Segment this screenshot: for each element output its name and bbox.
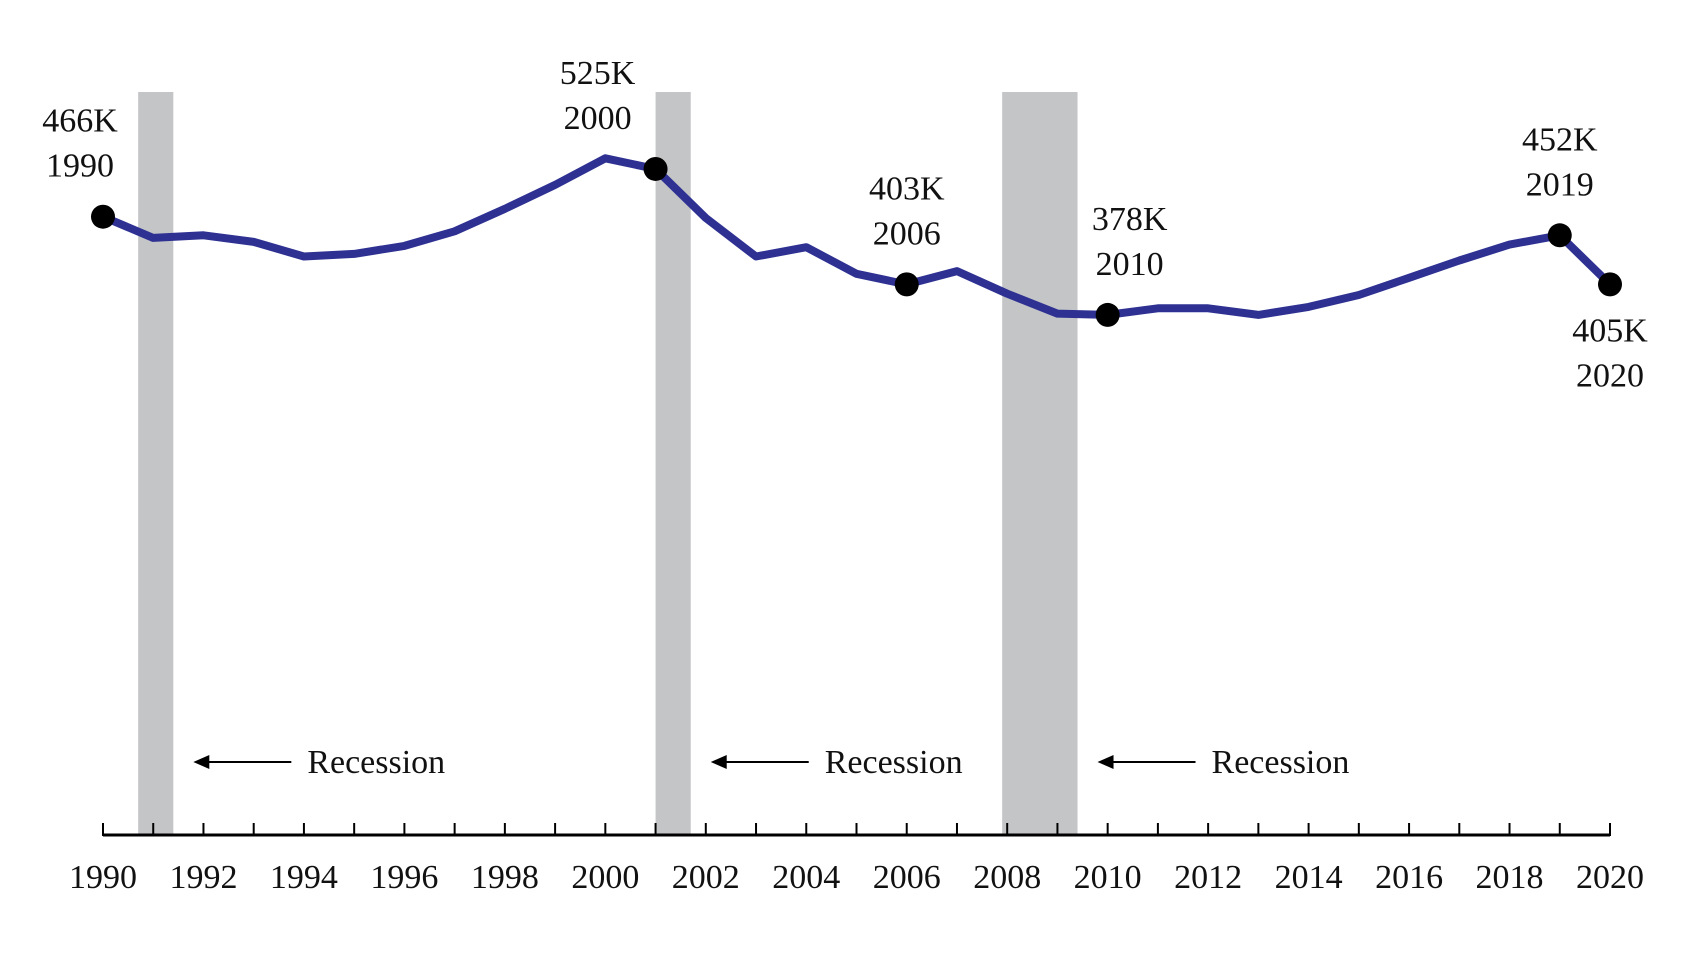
callout-layer: 466K 1990 525K 2000 403K 2006 378K 2010 452K 2019… (42, 55, 1648, 394)
x-tick-label: 2010 (1074, 859, 1142, 896)
highlight-layer (91, 156, 1622, 327)
callout-year: 2006 (873, 215, 941, 252)
recession-band (138, 92, 174, 835)
recession-arrow-head (193, 755, 210, 769)
callout-value: 403K (869, 170, 945, 207)
x-tick-label: 2018 (1476, 859, 1544, 896)
x-axis: 1990 1992 1994 1996 1998 2000 2002 2004 2006 2008… (69, 823, 1644, 896)
callout-year: 2019 (1526, 166, 1594, 203)
highlight-marker (91, 204, 115, 229)
recession-label: Recession (825, 744, 963, 781)
x-tick-label: 2020 (1576, 859, 1644, 896)
x-tick-label: 1994 (270, 859, 338, 896)
x-tick-label: 2002 (672, 859, 740, 896)
x-tick-label: 2000 (571, 859, 639, 896)
callout-value: 466K (42, 103, 118, 140)
recession-label: Recession (1212, 744, 1350, 781)
highlight-marker (894, 272, 919, 297)
x-tick-label: 1990 (69, 859, 137, 896)
callout-value: 405K (1572, 312, 1648, 349)
callout-year: 2020 (1576, 357, 1644, 394)
x-tick-label: 2006 (873, 859, 941, 896)
callout-value: 452K (1522, 121, 1598, 158)
highlight-marker (1547, 223, 1572, 248)
recession-arrow-head (1097, 755, 1114, 769)
highlight-marker (1095, 302, 1120, 327)
x-tick-label: 1996 (370, 859, 438, 896)
series-line (99, 154, 1614, 319)
highlight-marker (643, 156, 668, 181)
x-tick-label: 2008 (973, 859, 1041, 896)
recession-label: Recession (307, 744, 445, 781)
x-tick-label: 2004 (772, 859, 840, 896)
series-layer (99, 154, 1614, 319)
x-tick-label: 2012 (1174, 859, 1242, 896)
x-tick-label: 2016 (1375, 859, 1443, 896)
recession-band (1002, 92, 1078, 835)
callout-year: 2010 (1096, 246, 1164, 283)
highlight-marker (1598, 272, 1622, 297)
callout-year: 1990 (46, 148, 114, 185)
recession-layer: Recession Recession Recession (138, 92, 1349, 835)
recession-band (655, 92, 691, 835)
x-tick-label: 1992 (169, 859, 237, 896)
callout-value: 525K (560, 55, 636, 92)
callout-value: 378K (1092, 201, 1168, 238)
x-tick-label: 1998 (471, 859, 539, 896)
callout-year: 2000 (564, 100, 632, 137)
x-tick-label: 2014 (1275, 859, 1343, 896)
recession-arrow-head (710, 755, 727, 769)
